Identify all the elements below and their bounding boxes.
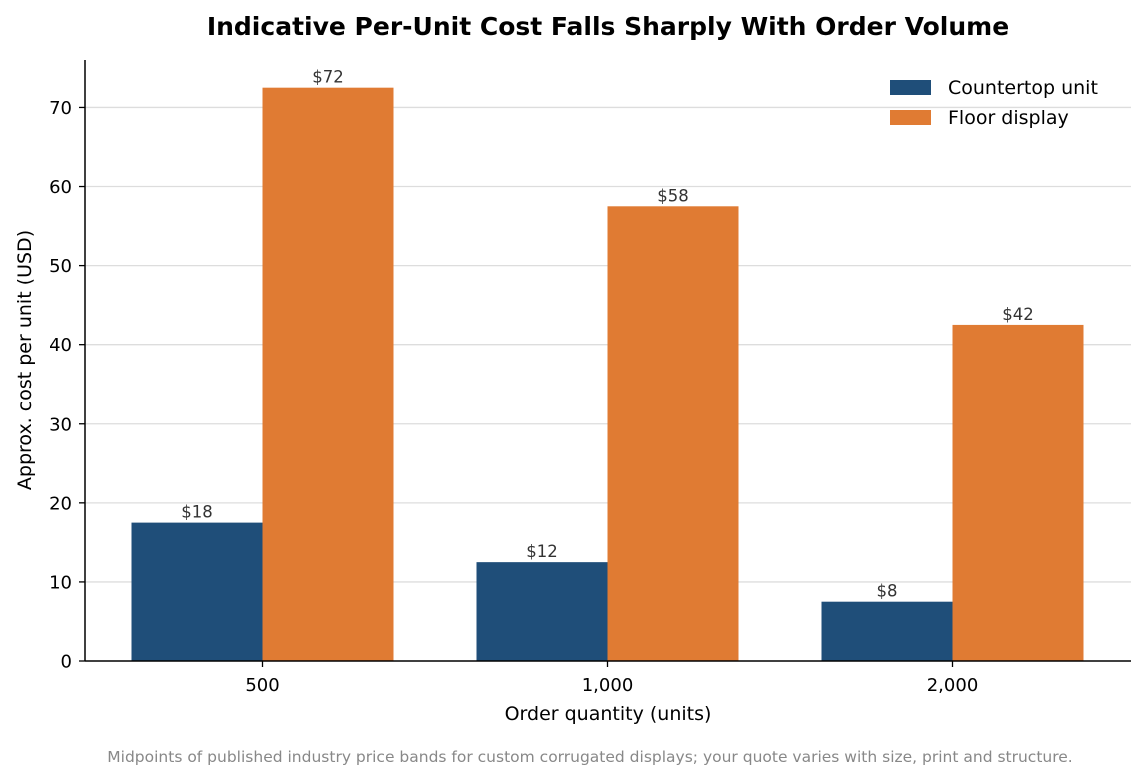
data-label-series-1-cat-2: $42 xyxy=(1002,305,1034,324)
bar-series-0-cat-2 xyxy=(821,601,953,661)
x-axis-ticks: 500 1,000 2,000 xyxy=(245,661,978,696)
y-tick-label-3: 30 xyxy=(49,414,72,435)
data-labels: $18 $12 $8 $72 $58 $42 xyxy=(181,68,1034,601)
y-tick-label-0: 0 xyxy=(61,652,72,673)
y-tick-label-7: 70 xyxy=(49,98,72,119)
bars xyxy=(131,87,1084,662)
data-label-series-1-cat-0: $72 xyxy=(312,68,344,87)
y-axis-ticks: 0 10 20 30 40 50 60 70 xyxy=(49,98,85,673)
legend-swatch-0 xyxy=(890,80,931,95)
legend: Countertop unit Floor display xyxy=(890,77,1098,129)
bar-series-1-cat-0 xyxy=(262,87,394,662)
x-tick-label-2: 2,000 xyxy=(927,675,979,696)
legend-label-0: Countertop unit xyxy=(948,77,1098,99)
y-tick-label-2: 20 xyxy=(49,493,72,514)
bar-series-1-cat-1 xyxy=(607,206,739,661)
footnote: Midpoints of published industry price ba… xyxy=(107,748,1072,766)
data-label-series-1-cat-1: $58 xyxy=(657,186,689,205)
chart-title: Indicative Per-Unit Cost Falls Sharply W… xyxy=(207,12,1009,41)
bar-series-0-cat-0 xyxy=(131,522,263,661)
data-label-series-0-cat-2: $8 xyxy=(877,582,898,601)
y-tick-label-6: 60 xyxy=(49,177,72,198)
x-tick-label-0: 500 xyxy=(245,675,279,696)
x-tick-label-1: 1,000 xyxy=(582,675,634,696)
y-tick-label-1: 10 xyxy=(49,572,72,593)
data-label-series-0-cat-0: $18 xyxy=(181,503,213,522)
bar-series-1-cat-2 xyxy=(952,324,1084,661)
bar-series-0-cat-1 xyxy=(476,562,608,661)
y-tick-label-4: 40 xyxy=(49,335,72,356)
legend-swatch-1 xyxy=(890,110,931,125)
y-axis-label: Approx. cost per unit (USD) xyxy=(14,230,36,490)
x-axis-label: Order quantity (units) xyxy=(505,703,712,725)
data-label-series-0-cat-1: $12 xyxy=(526,542,558,561)
legend-label-1: Floor display xyxy=(948,107,1069,129)
y-tick-label-5: 50 xyxy=(49,256,72,277)
